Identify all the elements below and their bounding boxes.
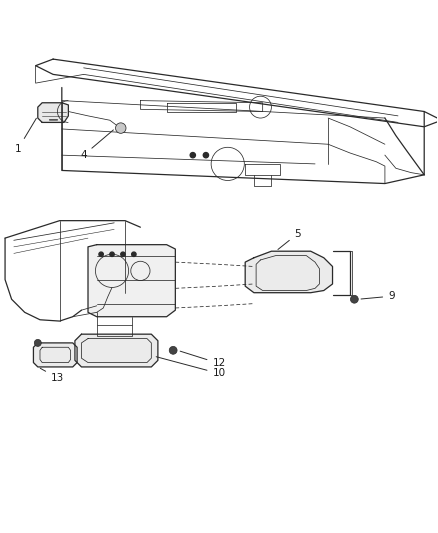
Text: 1: 1 — [15, 118, 36, 154]
Polygon shape — [245, 251, 332, 293]
Circle shape — [110, 252, 114, 256]
Circle shape — [203, 152, 208, 158]
Polygon shape — [38, 103, 68, 123]
Circle shape — [169, 346, 177, 354]
Circle shape — [116, 123, 126, 133]
Text: 9: 9 — [361, 291, 395, 301]
Circle shape — [132, 252, 136, 256]
Circle shape — [34, 340, 41, 346]
Circle shape — [190, 152, 195, 158]
Polygon shape — [88, 245, 175, 317]
Polygon shape — [75, 334, 158, 367]
Text: 12: 12 — [180, 351, 226, 368]
Text: 13: 13 — [40, 368, 64, 383]
Polygon shape — [33, 343, 77, 367]
Text: 4: 4 — [80, 130, 113, 160]
Circle shape — [99, 252, 103, 256]
Text: 5: 5 — [278, 229, 301, 249]
Circle shape — [121, 252, 125, 256]
Text: 10: 10 — [156, 357, 226, 378]
Circle shape — [350, 295, 358, 303]
